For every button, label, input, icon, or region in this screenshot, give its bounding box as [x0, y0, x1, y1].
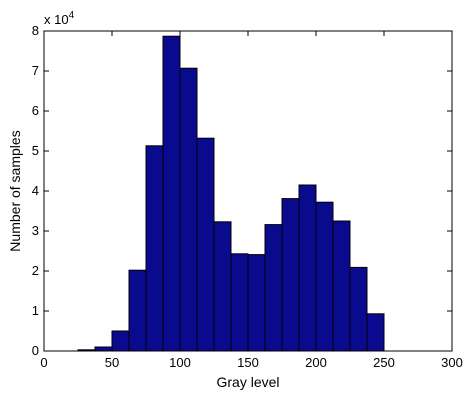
- y-tick-label-2: 2: [32, 263, 39, 278]
- histogram-bar-15: [315, 201, 334, 352]
- y-scale-base: x 10: [44, 12, 69, 27]
- y-tick-label-7: 7: [32, 63, 39, 78]
- histogram-bar-2: [94, 346, 113, 352]
- histogram-bar-10: [230, 253, 249, 352]
- y-tick-label-4: 4: [32, 183, 39, 198]
- bars-layer: [77, 35, 385, 352]
- histogram-bar-1: [77, 349, 96, 352]
- x-tick-label-100: 100: [169, 355, 191, 370]
- y-scale-label: x 104: [44, 10, 75, 27]
- x-ticks-layer: 0 50 100 150 200 250 300: [40, 31, 463, 370]
- x-tick-label-50: 50: [105, 355, 119, 370]
- histogram-bar-14: [298, 184, 317, 352]
- x-tick-label-0: 0: [40, 355, 47, 370]
- histogram-bar-6: [162, 35, 181, 352]
- x-tick-label-150: 150: [237, 355, 259, 370]
- histogram-bar-7: [179, 67, 198, 352]
- histogram-bar-13: [281, 198, 300, 352]
- y-ticks-layer: 0 1 2 3 4 5 6 7 8: [32, 23, 452, 358]
- y-tick-label-1: 1: [32, 303, 39, 318]
- histogram-bar-8: [196, 137, 215, 352]
- y-tick-label-8: 8: [32, 23, 39, 38]
- histogram-bar-4: [128, 269, 147, 352]
- histogram-bar-16: [332, 220, 351, 352]
- histogram-bar-5: [145, 145, 164, 352]
- histogram-bar-12: [264, 224, 283, 352]
- y-tick-label-6: 6: [32, 103, 39, 118]
- histogram-bar-3: [111, 330, 130, 352]
- x-axis-label: Gray level: [216, 374, 279, 390]
- histogram-bar-18: [366, 313, 385, 352]
- x-tick-label-250: 250: [373, 355, 395, 370]
- histogram-bar-9: [213, 221, 232, 352]
- y-scale-exponent: 4: [69, 10, 75, 21]
- histogram-bar-11: [247, 254, 266, 352]
- x-tick-label-300: 300: [441, 355, 463, 370]
- y-tick-label-5: 5: [32, 143, 39, 158]
- y-axis-label: Number of samples: [7, 130, 23, 251]
- histogram-bar-17: [349, 266, 368, 352]
- x-tick-label-200: 200: [305, 355, 327, 370]
- y-tick-label-0: 0: [32, 343, 39, 358]
- y-tick-label-3: 3: [32, 223, 39, 238]
